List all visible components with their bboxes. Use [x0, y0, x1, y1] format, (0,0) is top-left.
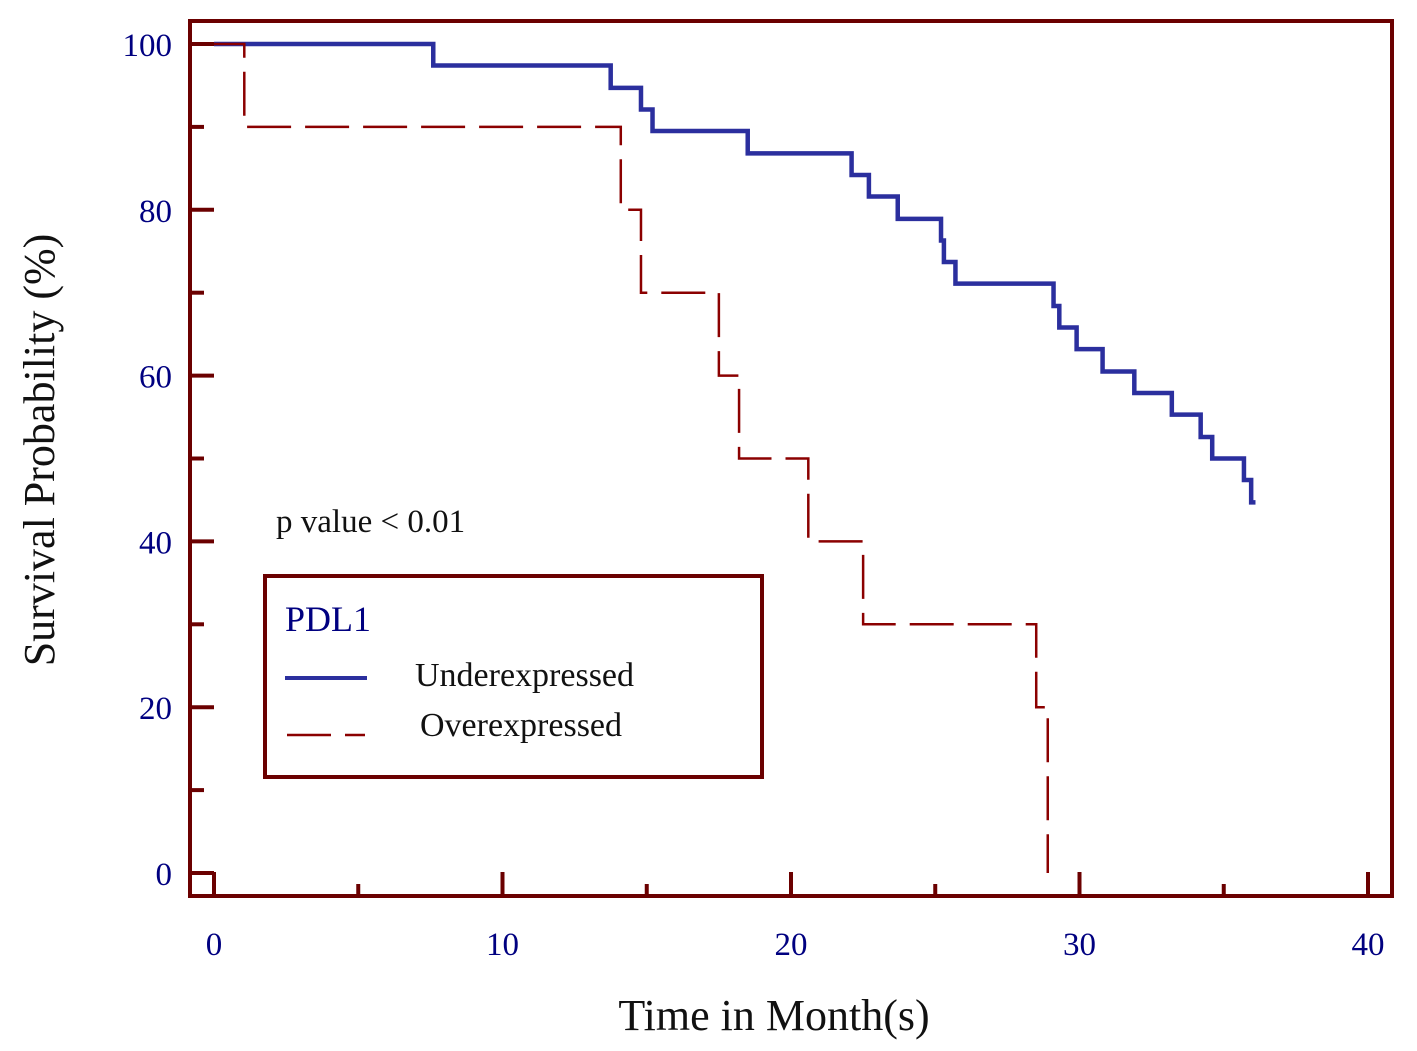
x-tick-label: 40 [1352, 927, 1385, 963]
series-line-overexpressed [214, 42, 1050, 873]
legend-label-underexpressed: Underexpressed [415, 657, 634, 694]
x-tick-label: 10 [486, 927, 519, 963]
y-tick-label: 100 [123, 28, 173, 64]
y-tick-label: 20 [139, 691, 172, 727]
y-tick-label: 60 [139, 360, 172, 396]
legend-title: PDL1 [285, 599, 371, 639]
x-axis-title: Time in Month(s) [618, 991, 929, 1040]
y-axis-tick-labels: 0 20 40 60 80 100 [123, 28, 173, 893]
x-axis-tick-labels: 0 10 20 30 40 [206, 927, 1385, 963]
y-tick-label: 80 [139, 194, 172, 230]
x-tick-label: 20 [775, 927, 808, 963]
y-axis-title: Survival Probability (%) [15, 234, 64, 667]
y-tick-label: 40 [139, 525, 172, 561]
legend: PDL1 Underexpressed Overexpressed [263, 574, 764, 779]
x-axis-ticks [212, 872, 1370, 896]
series-line-underexpressed [214, 41, 1256, 505]
y-tick-label: 0 [156, 857, 173, 893]
y-axis-ticks [190, 42, 214, 875]
x-tick-label: 0 [206, 927, 223, 963]
p-value-annotation: p value < 0.01 [276, 504, 465, 540]
legend-label-overexpressed: Overexpressed [420, 707, 622, 744]
x-tick-label: 30 [1063, 927, 1096, 963]
series-layer [214, 41, 1256, 873]
